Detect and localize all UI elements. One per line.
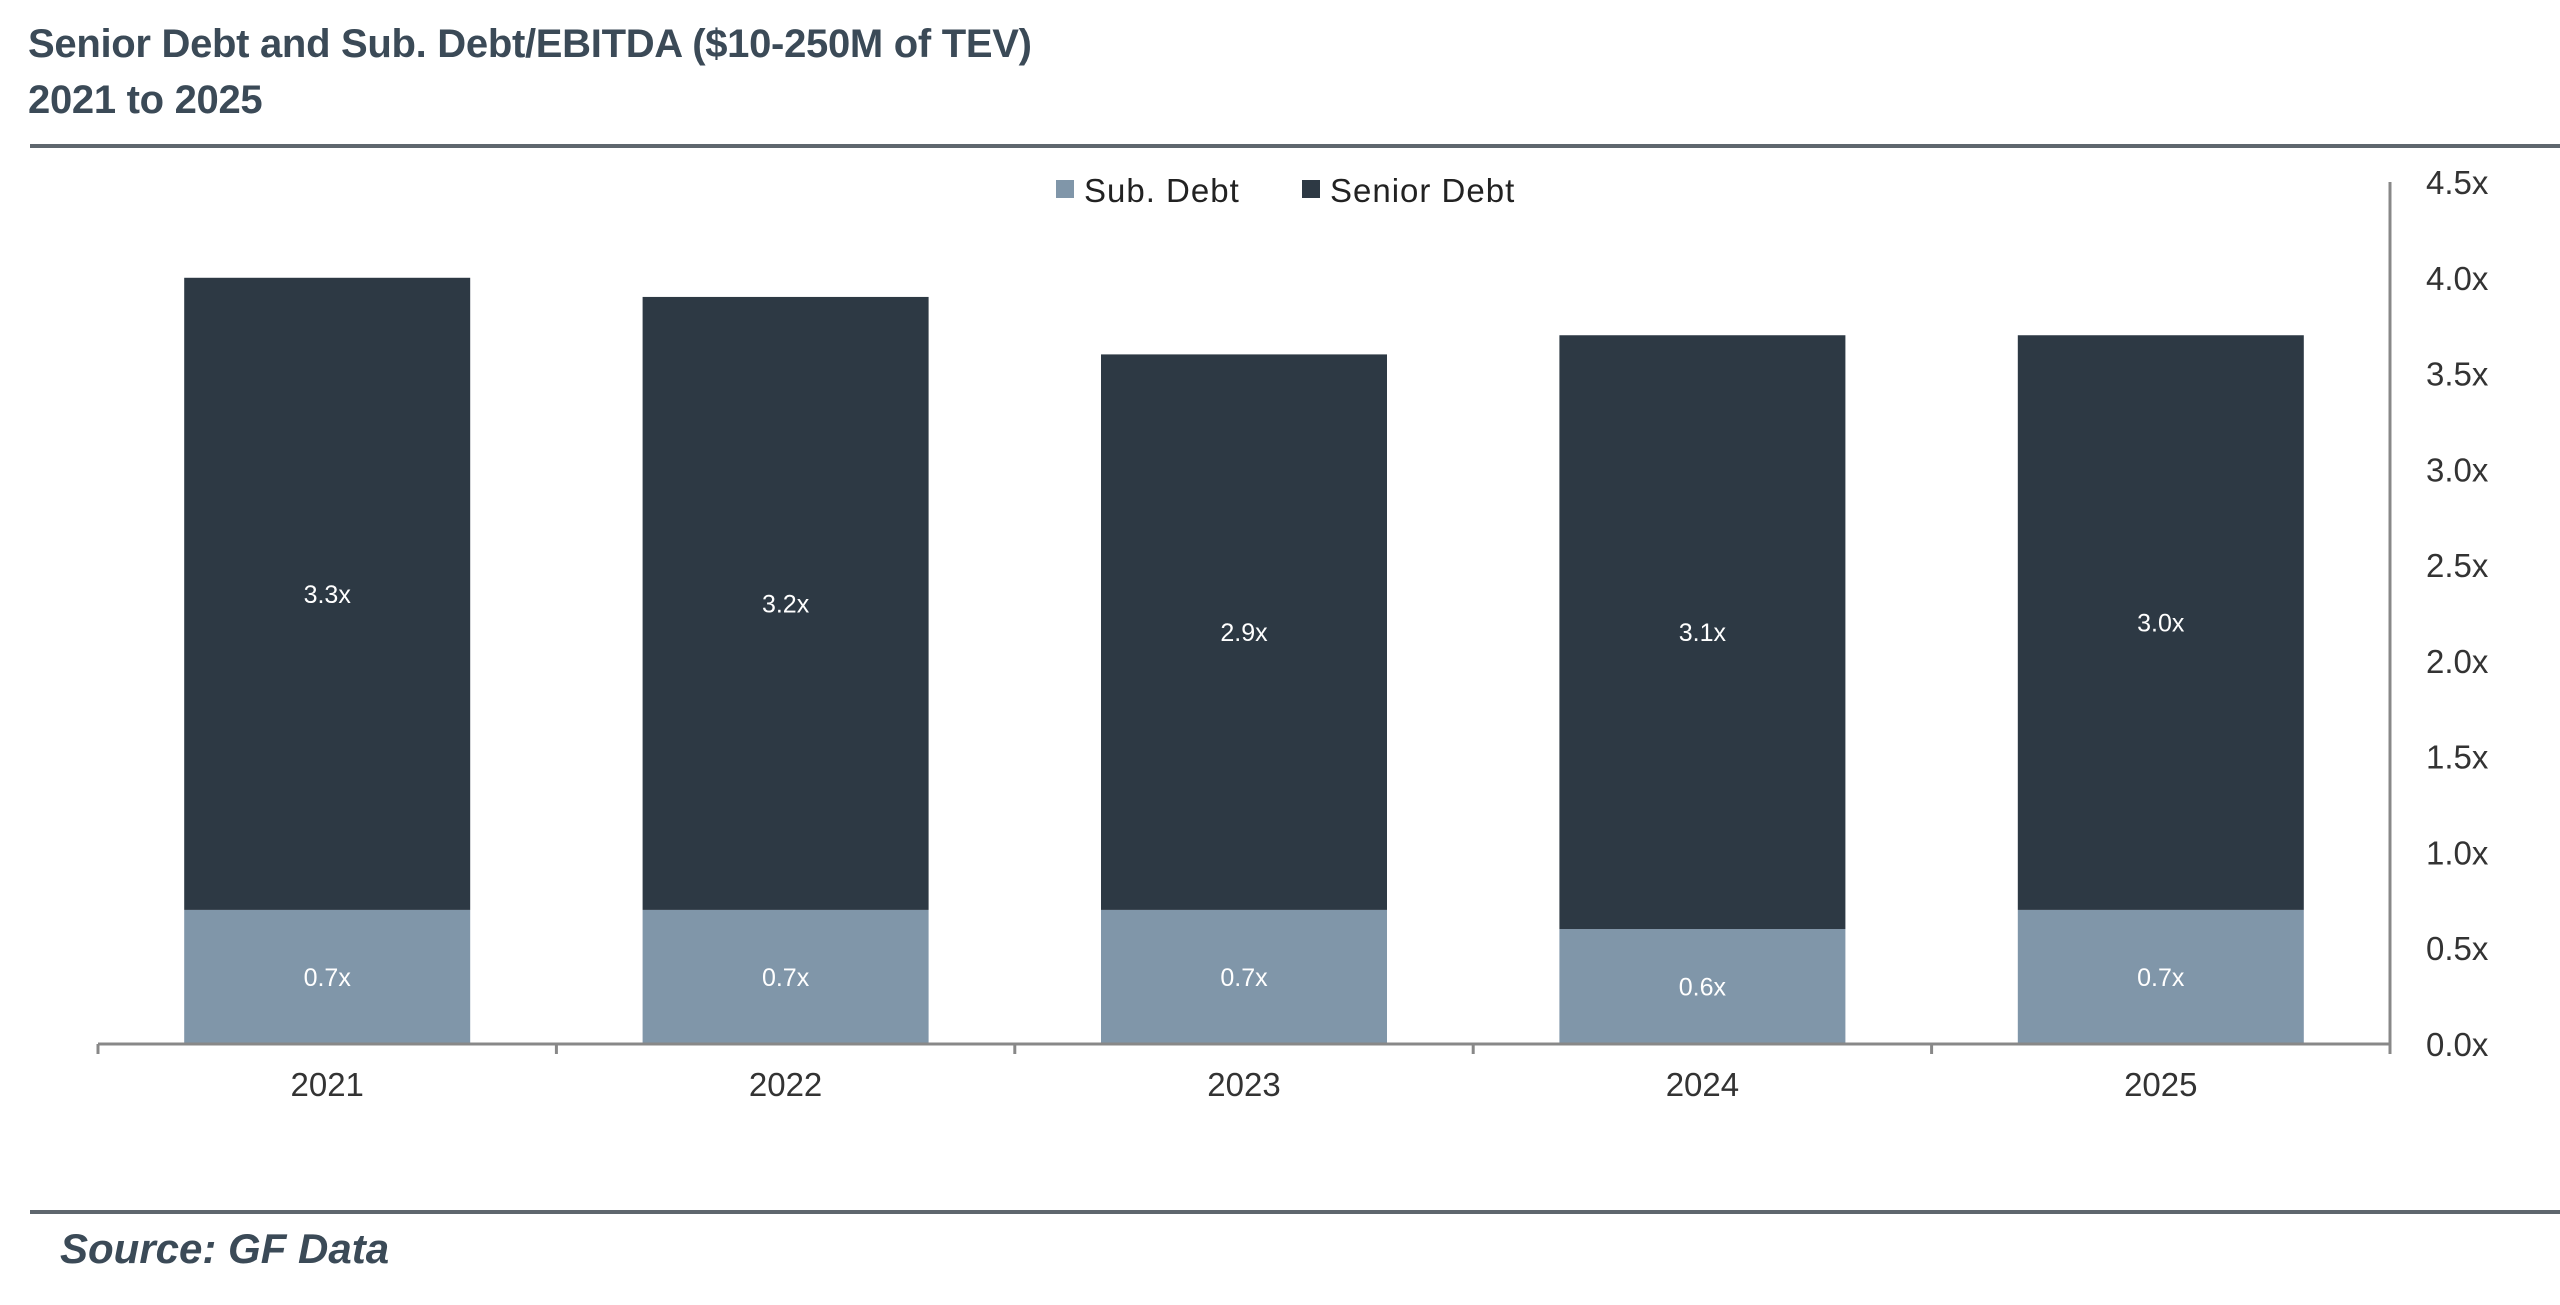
legend-swatch-sub-debt xyxy=(1056,180,1074,198)
x-tick-label-2021: 2021 xyxy=(290,1066,363,1103)
bottom-divider xyxy=(30,1210,2560,1214)
stacked-bar-chart: 0.7x 3.3x 0.7x 3.2x 0.7x 2.9x 0.6x 3.1x 0.7x 3.0x… xyxy=(96,164,2489,1103)
y-tick-label: 4.5x xyxy=(2426,164,2489,201)
top-divider xyxy=(30,144,2560,148)
data-label-senior-debt-2024: 3.1x xyxy=(1679,619,1727,647)
data-label-sub-debt-2023: 0.7x xyxy=(1220,964,1268,992)
bar-senior-debt-2025 xyxy=(2017,335,2304,910)
data-label-senior-debt-2021: 3.3x xyxy=(304,581,352,609)
legend-label-senior-debt: Senior Debt xyxy=(1330,172,1515,209)
x-tick-label-2023: 2023 xyxy=(1207,1066,1280,1103)
y-tick-label: 2.0x xyxy=(2426,643,2489,680)
data-labels-group: 0.7x 3.3x 0.7x 3.2x 0.7x 2.9x 0.6x 3.1x 0.7x 3.0x xyxy=(304,581,2185,1002)
source-note: Source: GF Data xyxy=(60,1225,390,1272)
bar-senior-debt-2022 xyxy=(642,296,929,910)
x-tick-label-2022: 2022 xyxy=(749,1066,822,1103)
legend-label-sub-debt: Sub. Debt xyxy=(1084,172,1240,209)
y-axis: 0.0x 0.5x 1.0x 1.5x 2.0x 2.5x 3.0x 3.5x 4.0x 4.5x xyxy=(2388,164,2489,1063)
y-tick-label: 2.5x xyxy=(2426,547,2489,584)
y-tick-label: 1.0x xyxy=(2426,834,2489,871)
data-label-sub-debt-2021: 0.7x xyxy=(304,964,352,992)
y-tick-label: 0.0x xyxy=(2426,1026,2489,1063)
legend-swatch-senior-debt xyxy=(1302,180,1320,198)
data-label-senior-debt-2025: 3.0x xyxy=(2137,610,2185,638)
x-tick-label-2024: 2024 xyxy=(1666,1066,1739,1103)
y-tick-label: 0.5x xyxy=(2426,930,2489,967)
chart-title: Senior Debt and Sub. Debt/EBITDA ($10-25… xyxy=(28,22,1032,66)
bars-group xyxy=(184,277,2304,1044)
data-label-sub-debt-2022: 0.7x xyxy=(762,964,810,992)
bar-sub-debt-2025 xyxy=(2017,909,2304,1044)
x-tick-label-2025: 2025 xyxy=(2124,1066,2197,1103)
legend: Sub. Debt Senior Debt xyxy=(1056,172,1515,209)
bar-sub-debt-2023 xyxy=(1101,909,1387,1044)
chart-subtitle: 2021 to 2025 xyxy=(28,78,263,122)
bar-senior-debt-2023 xyxy=(1101,354,1387,910)
bar-sub-debt-2024 xyxy=(1559,929,1846,1044)
data-label-sub-debt-2024: 0.6x xyxy=(1679,974,1727,1002)
data-label-sub-debt-2025: 0.7x xyxy=(2137,964,2185,992)
data-label-senior-debt-2022: 3.2x xyxy=(762,590,810,618)
x-axis: 2021 2022 2023 2024 2025 xyxy=(96,1042,2392,1103)
y-tick-label: 3.5x xyxy=(2426,356,2489,393)
y-tick-label: 3.0x xyxy=(2426,451,2489,488)
y-tick-label: 4.0x xyxy=(2426,260,2489,297)
y-tick-label: 1.5x xyxy=(2426,739,2489,776)
bar-senior-debt-2021 xyxy=(184,277,471,910)
bar-sub-debt-2022 xyxy=(642,909,929,1044)
data-label-senior-debt-2023: 2.9x xyxy=(1220,619,1268,647)
bar-sub-debt-2021 xyxy=(184,909,471,1044)
bar-senior-debt-2024 xyxy=(1559,335,1846,930)
